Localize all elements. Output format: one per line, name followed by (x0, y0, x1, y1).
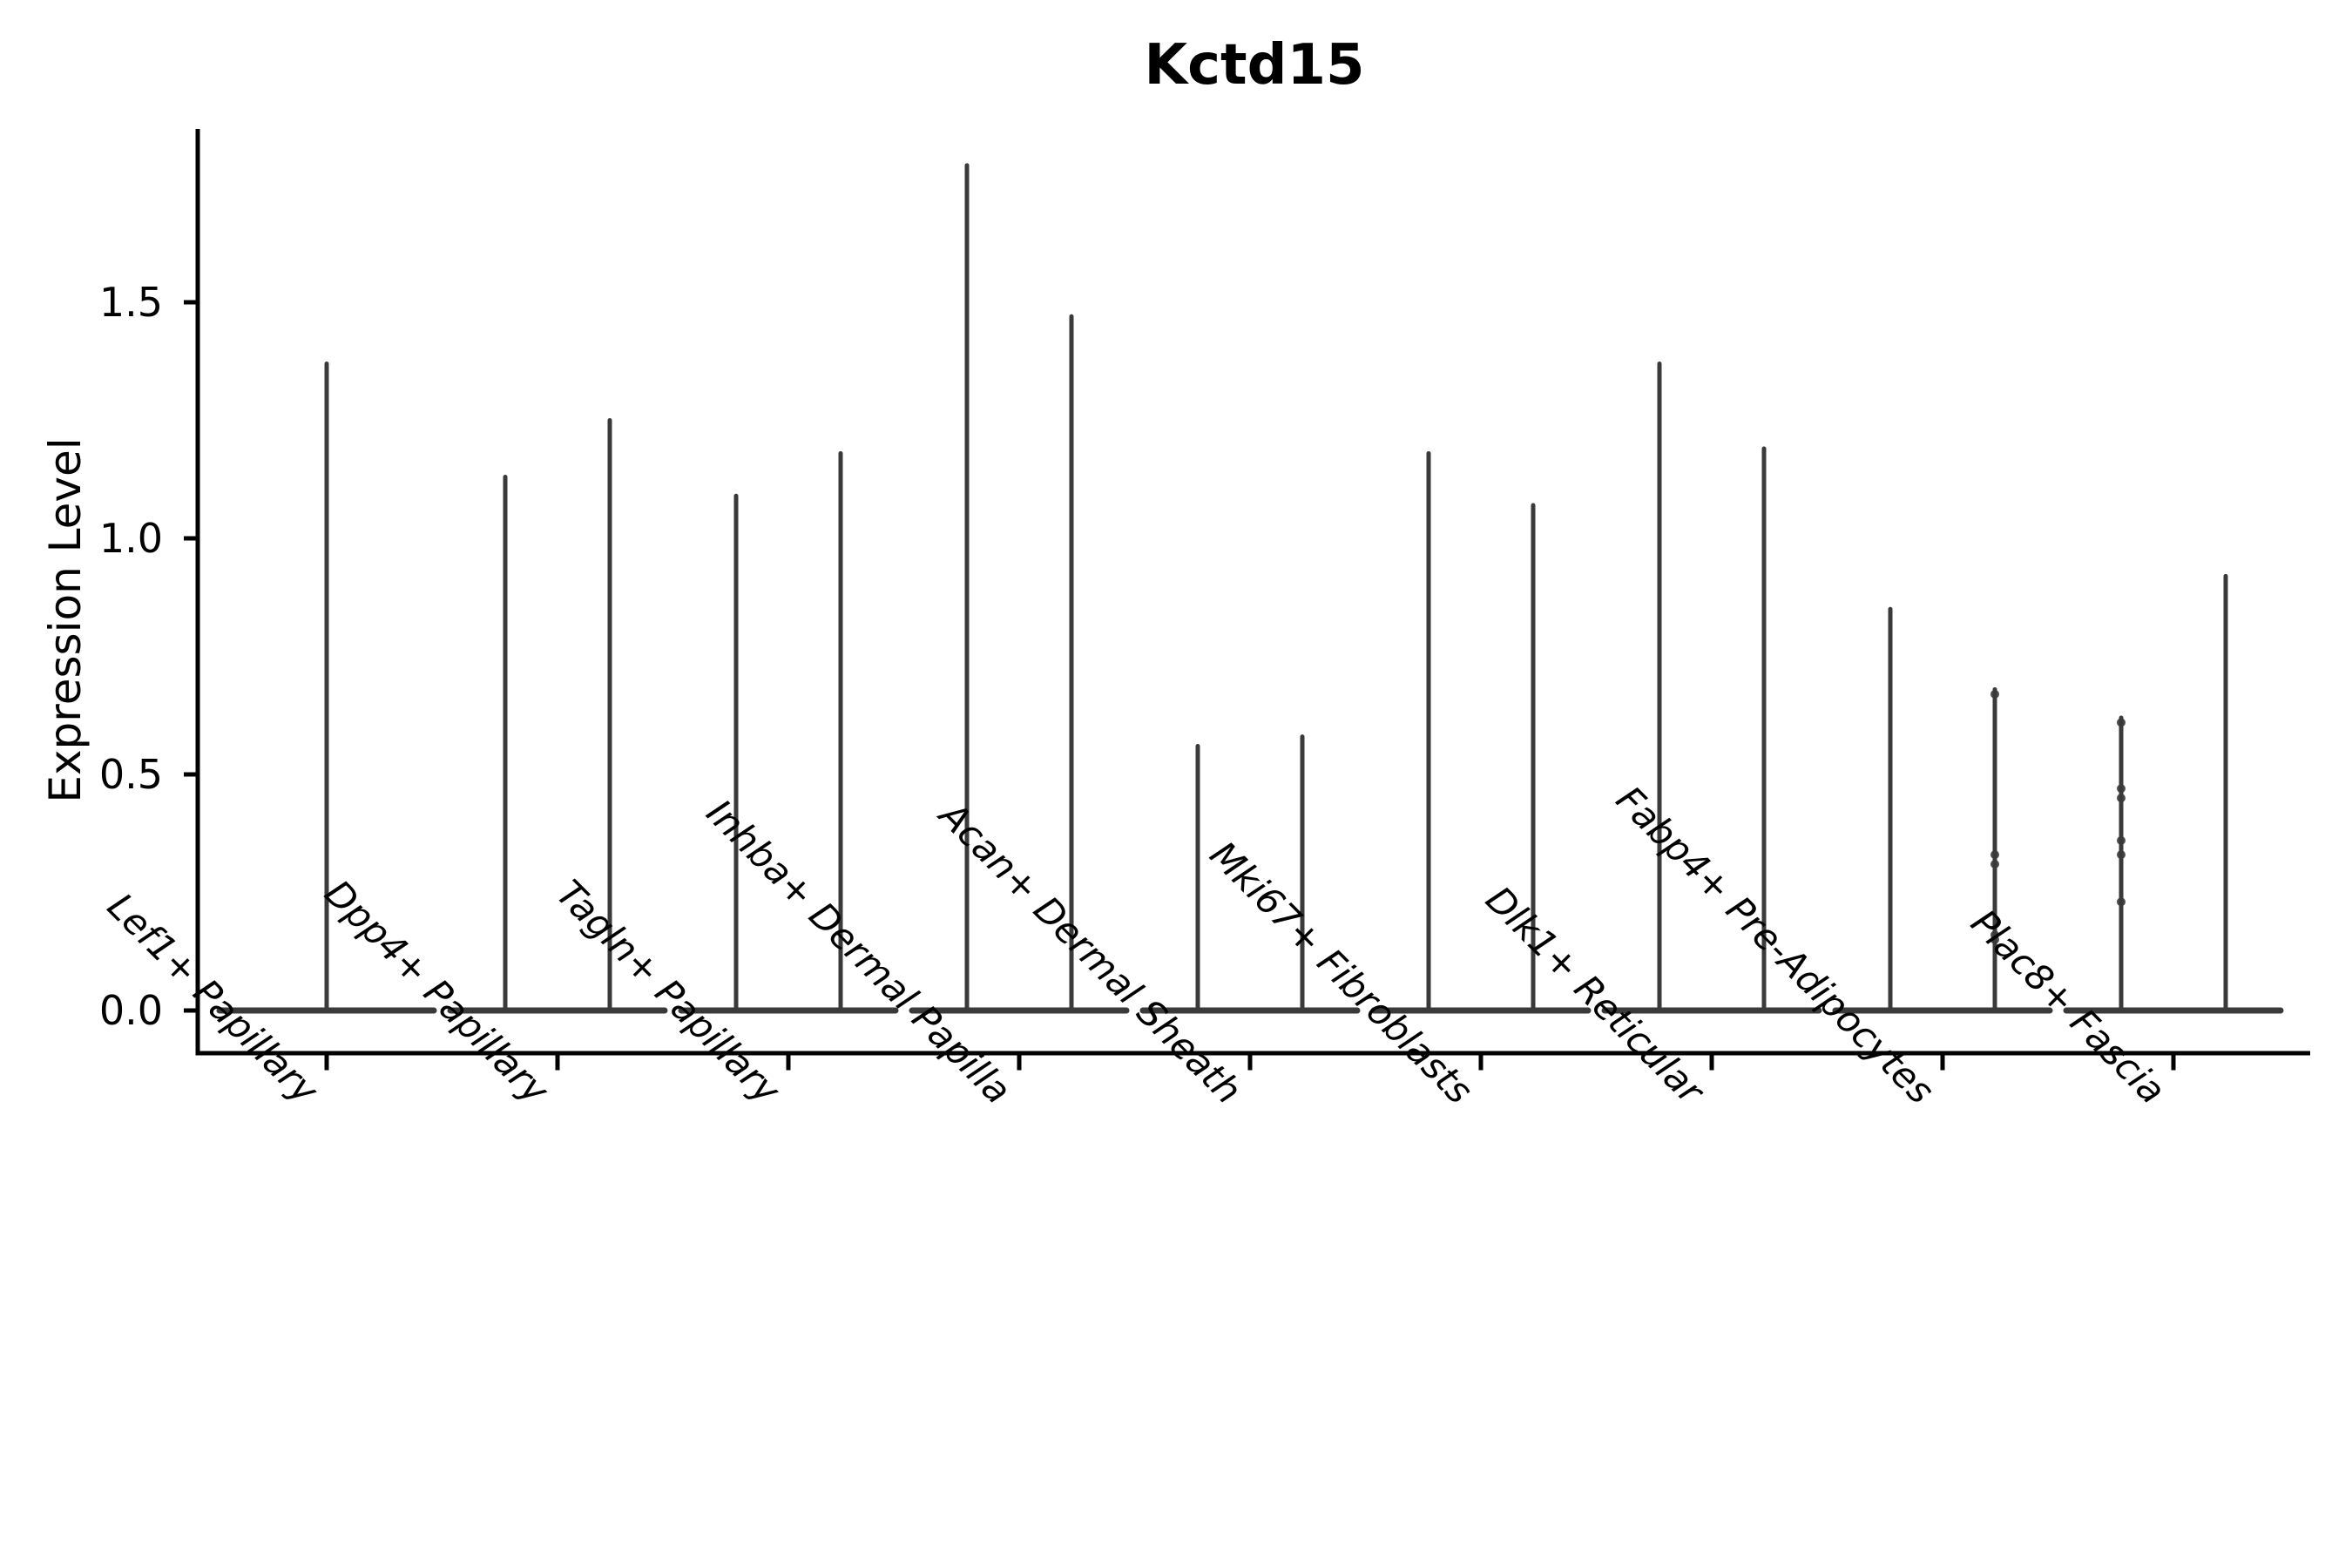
y-tick-label: 0.0 (98, 987, 163, 1034)
expression-point (2117, 784, 2126, 794)
y-tick-label: 1.5 (98, 279, 163, 326)
expression-point (1990, 935, 1999, 944)
expression-point (2117, 794, 2126, 803)
expression-point (2117, 718, 2126, 727)
y-tick-label: 0.5 (98, 751, 163, 798)
expression-point (1990, 689, 1999, 699)
expression-point (2117, 850, 2126, 860)
y-tick-label: 1.0 (98, 515, 163, 562)
expression-point (2117, 897, 2126, 907)
chart-title: Kctd15 (1144, 33, 1365, 98)
expression-point (1990, 850, 1999, 860)
expression-point (2117, 835, 2126, 845)
expression-point (1990, 859, 1999, 868)
